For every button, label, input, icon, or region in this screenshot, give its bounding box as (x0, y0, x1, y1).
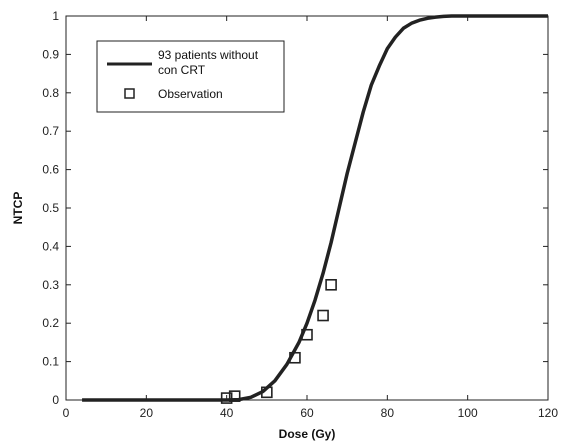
observation-point (301, 328, 313, 341)
x-tick-label: 20 (140, 406, 154, 420)
x-axis-label: Dose (Gy) (279, 427, 336, 441)
x-tick-label: 60 (300, 406, 314, 420)
legend-line-label-2: con CRT (158, 63, 206, 77)
x-axis: 0 20 40 60 80 100 120 (63, 16, 558, 420)
observation-point (289, 351, 301, 364)
y-tick-label: 0.2 (42, 316, 59, 330)
y-axis: 0 0.1 0.2 0.3 0.4 0.5 0.6 0.7 0.8 0.9 1 (42, 9, 548, 407)
x-tick-label: 80 (381, 406, 395, 420)
y-tick-label: 0.3 (42, 278, 59, 292)
x-tick-label: 120 (538, 406, 558, 420)
y-tick-label: 0.7 (42, 124, 59, 138)
x-tick-label: 0 (63, 406, 70, 420)
y-tick-label: 0.5 (42, 201, 59, 215)
y-tick-label: 0 (52, 393, 59, 407)
ntcp-model-curve (82, 14, 548, 402)
legend-line-label-1: 93 patients without (158, 48, 259, 62)
observation-point (228, 390, 241, 402)
observation-point (325, 278, 337, 291)
y-tick-label: 0.4 (42, 239, 59, 253)
y-tick-label: 0.6 (42, 163, 59, 177)
y-tick-label: 1 (52, 9, 59, 23)
observation-point (317, 309, 329, 322)
observation-point (261, 386, 273, 399)
series-layer (82, 14, 548, 402)
x-tick-label: 40 (220, 406, 234, 420)
y-tick-label: 0.9 (42, 47, 59, 61)
legend-box (96, 40, 285, 113)
observation-point (220, 392, 233, 404)
observation-markers (220, 278, 337, 404)
y-axis-label: NTCP (11, 192, 25, 225)
y-tick-label: 0.8 (42, 86, 59, 100)
x-tick-label: 100 (458, 406, 478, 420)
legend: 93 patients without con CRT Observation (96, 40, 285, 113)
y-tick-label: 0.1 (42, 355, 59, 369)
legend-square-swatch (124, 88, 135, 99)
legend-observation-label: Observation (158, 87, 223, 101)
